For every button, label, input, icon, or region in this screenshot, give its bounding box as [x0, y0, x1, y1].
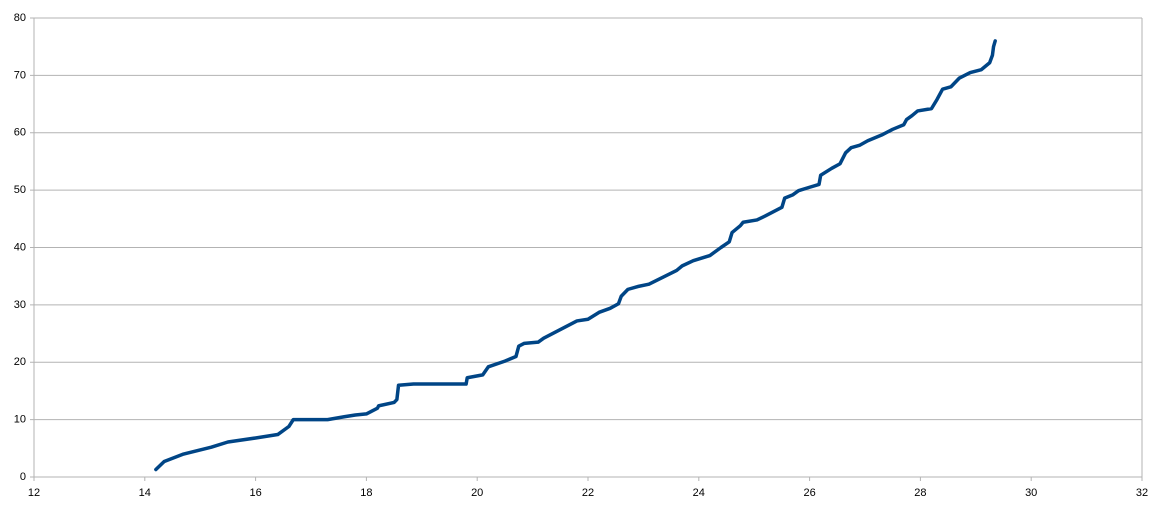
x-tick-label: 26: [803, 487, 815, 499]
x-tick-label: 28: [914, 487, 926, 499]
y-tick-label: 0: [20, 471, 26, 483]
y-tick-label: 40: [14, 241, 26, 253]
x-tick-label: 14: [139, 487, 151, 499]
x-tick-label: 20: [471, 487, 483, 499]
x-tick-label: 22: [582, 487, 594, 499]
y-tick-label: 20: [14, 356, 26, 368]
data-line: [154, 39, 997, 472]
x-tick-label: 18: [360, 487, 372, 499]
y-tick-label: 10: [14, 414, 26, 426]
x-tick-label: 16: [249, 487, 261, 499]
y-tick-label: 50: [14, 184, 26, 196]
x-tick-label: 32: [1136, 487, 1148, 499]
y-tick-label: 70: [14, 69, 26, 81]
y-tick-label: 30: [14, 299, 26, 311]
y-tick-label: 60: [14, 127, 26, 139]
x-tick-label: 24: [693, 487, 705, 499]
x-tick-label: 12: [28, 487, 40, 499]
y-tick-label: 80: [14, 12, 26, 24]
x-tick-label: 30: [1025, 487, 1037, 499]
